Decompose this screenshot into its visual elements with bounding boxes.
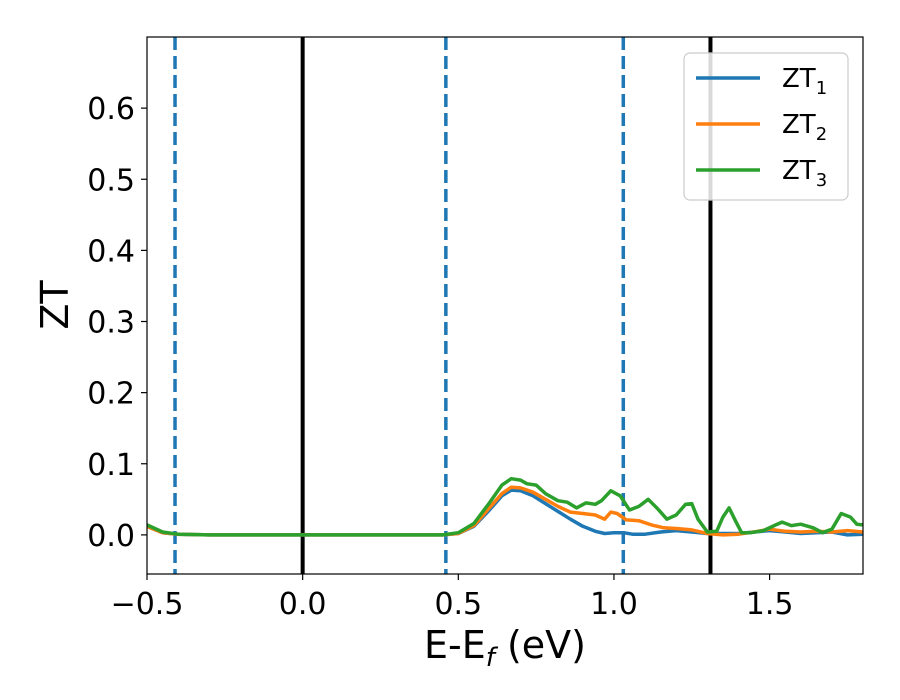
x-tick-label: 1.5 <box>746 587 794 622</box>
y-tick-label: 0.0 <box>87 519 135 554</box>
y-tick-label: 0.2 <box>87 377 135 412</box>
x-tick-label: −0.5 <box>111 587 184 622</box>
legend-label-zt2: ZT2 <box>782 110 827 145</box>
y-tick-label: 0.6 <box>87 92 135 127</box>
legend-label-zt1: ZT1 <box>782 64 827 99</box>
series-line-zt3 <box>147 476 863 537</box>
y-axis: 0.0 0.1 0.2 0.3 0.4 0.5 0.6 <box>87 92 147 554</box>
y-axis-label: ZT <box>33 280 77 330</box>
y-tick-label: 0.3 <box>87 306 135 341</box>
legend-box <box>683 52 849 201</box>
x-tick-label: 1.0 <box>590 587 638 622</box>
plot-frame <box>146 36 864 575</box>
series-lines <box>147 476 863 537</box>
x-axis-label: E-Ef (eV) <box>424 623 586 673</box>
y-tick-label: 0.4 <box>87 234 135 269</box>
y-tick-label: 0.5 <box>87 163 135 198</box>
x-axis: −0.5 0.0 0.5 1.0 1.5 <box>111 574 794 622</box>
legend-label-zt3: ZT3 <box>782 156 827 191</box>
x-tick-label: 0.5 <box>434 587 482 622</box>
y-tick-label: 0.1 <box>87 448 135 483</box>
x-tick-label: 0.0 <box>279 587 327 622</box>
legend: ZT1 ZT2 ZT3 <box>683 52 849 201</box>
